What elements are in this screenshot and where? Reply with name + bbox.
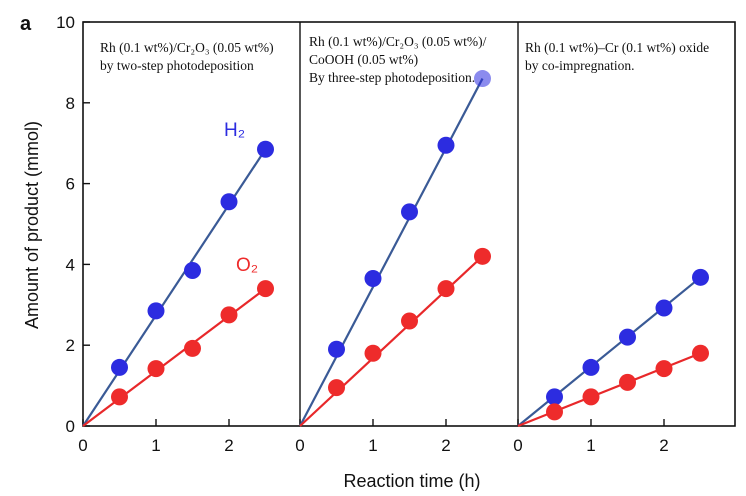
x-tick-label: 0 bbox=[78, 436, 87, 455]
panel-annotation: Rh (0.1 wt%)/Cr₂O₃ (0.05 wt%) bbox=[100, 40, 274, 55]
data-point bbox=[328, 379, 345, 397]
data-point bbox=[220, 306, 238, 324]
y-tick-label: 10 bbox=[56, 13, 75, 32]
data-point bbox=[147, 360, 165, 378]
trend-line bbox=[82, 287, 267, 427]
data-point bbox=[364, 270, 382, 288]
data-point bbox=[147, 302, 165, 320]
data-point bbox=[437, 136, 455, 154]
data-point bbox=[111, 358, 128, 376]
panel-annotation: Rh (0.1 wt%)/Cr₂O₃ (0.05 wt%)/ bbox=[309, 34, 487, 49]
series-label-o2: O₂ bbox=[236, 255, 258, 276]
data-point bbox=[111, 388, 128, 406]
y-tick-label: 2 bbox=[66, 336, 75, 355]
data-point bbox=[257, 280, 274, 298]
data-point bbox=[184, 339, 201, 357]
trend-line bbox=[82, 148, 267, 427]
data-point bbox=[220, 193, 238, 211]
plot-frame bbox=[82, 21, 736, 427]
x-tick-label: 1 bbox=[586, 436, 595, 455]
trend-line bbox=[517, 352, 701, 428]
data-point bbox=[619, 373, 636, 391]
y-tick-label: 8 bbox=[66, 94, 75, 113]
trend-line bbox=[299, 78, 484, 427]
axes-layer: 0 2 4 6 8 10 0 1 2 0 1 2 0 1 2 bbox=[56, 13, 736, 455]
x-tick-label: 1 bbox=[368, 436, 377, 455]
data-point bbox=[401, 203, 418, 221]
x-tick-label: 2 bbox=[441, 436, 450, 455]
panel-annotation: by co-impregnation. bbox=[525, 58, 634, 73]
data-point bbox=[655, 299, 673, 317]
x-tick-label: 2 bbox=[224, 436, 233, 455]
data-point bbox=[692, 268, 709, 286]
series-label-h2: H₂ bbox=[224, 120, 245, 141]
data-point bbox=[328, 340, 345, 358]
data-point bbox=[582, 388, 600, 406]
y-tick-label: 0 bbox=[66, 417, 75, 436]
panel-annotation: By three-step photodeposition. bbox=[309, 70, 475, 85]
data-point bbox=[184, 261, 201, 279]
y-tick-label: 6 bbox=[66, 175, 75, 194]
data-point bbox=[474, 70, 491, 88]
panel-annotation: Rh (0.1 wt%)–Cr (0.1 wt%) oxide bbox=[525, 40, 709, 55]
x-axis-title: Reaction time (h) bbox=[343, 471, 480, 491]
trend-line bbox=[517, 276, 702, 427]
data-point bbox=[582, 358, 600, 376]
x-tick-label: 1 bbox=[151, 436, 160, 455]
x-tick-label: 0 bbox=[513, 436, 522, 455]
x-tick-label: 0 bbox=[295, 436, 304, 455]
y-axis-title: Amount of product (mmol) bbox=[22, 121, 42, 329]
x-tick-label: 2 bbox=[659, 436, 668, 455]
data-point bbox=[257, 140, 274, 158]
data-point bbox=[546, 388, 563, 406]
data-point bbox=[474, 247, 491, 265]
panel-annotation: by two-step photodeposition bbox=[100, 58, 254, 73]
data-point bbox=[401, 312, 418, 330]
data-point bbox=[364, 344, 382, 362]
y-tick-label: 4 bbox=[66, 255, 75, 274]
data-point bbox=[692, 344, 709, 362]
trend-line bbox=[299, 255, 484, 427]
data-point bbox=[546, 403, 563, 421]
panel-letter: a bbox=[20, 13, 32, 35]
data-point bbox=[655, 360, 673, 378]
panel-annotation: CoOOH (0.05 wt%) bbox=[309, 52, 418, 67]
series-layer: Rh (0.1 wt%)/Cr₂O₃ (0.05 wt%) by two-step… bbox=[82, 34, 709, 428]
data-point bbox=[437, 280, 455, 298]
data-point bbox=[619, 328, 636, 346]
